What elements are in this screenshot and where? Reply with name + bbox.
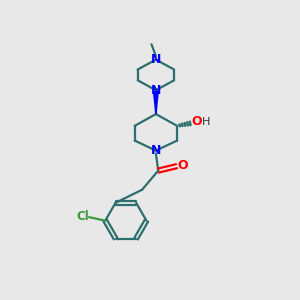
Text: N: N: [151, 144, 161, 157]
Text: O: O: [192, 115, 203, 128]
Polygon shape: [154, 92, 158, 114]
Text: O: O: [178, 159, 188, 172]
Text: H: H: [202, 117, 211, 127]
Text: N: N: [151, 53, 161, 66]
Text: N: N: [151, 84, 161, 97]
Text: Cl: Cl: [76, 210, 89, 223]
